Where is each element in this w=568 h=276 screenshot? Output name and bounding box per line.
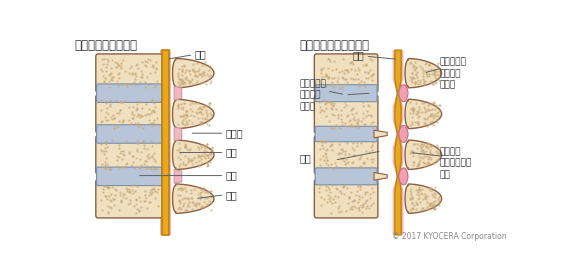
- Polygon shape: [173, 99, 214, 129]
- Polygon shape: [173, 140, 214, 169]
- Polygon shape: [405, 99, 441, 129]
- Text: 肥大して
分厚くなった
靭帯: 肥大して 分厚くなった 靭帯: [440, 147, 472, 179]
- FancyBboxPatch shape: [315, 168, 377, 185]
- FancyBboxPatch shape: [96, 54, 162, 92]
- Text: 脊髄: 脊髄: [195, 49, 207, 59]
- Polygon shape: [174, 169, 182, 183]
- Polygon shape: [392, 50, 403, 235]
- Text: 椎体: 椎体: [226, 171, 238, 181]
- Text: 脊柱管狭窄症の断面図: 脊柱管狭窄症の断面図: [300, 39, 370, 52]
- FancyBboxPatch shape: [96, 179, 162, 218]
- Polygon shape: [405, 184, 441, 213]
- FancyBboxPatch shape: [314, 136, 378, 174]
- FancyBboxPatch shape: [315, 85, 377, 102]
- FancyBboxPatch shape: [315, 126, 377, 142]
- Text: 骨棘: 骨棘: [300, 154, 311, 164]
- Text: © 2017 KYOCERA Corporation: © 2017 KYOCERA Corporation: [392, 232, 507, 241]
- Text: 軽度に変性
している
椎間板: 軽度に変性 している 椎間板: [300, 79, 327, 111]
- Polygon shape: [374, 130, 387, 138]
- Polygon shape: [174, 127, 182, 141]
- Text: 重度に変性
している
椎間板: 重度に変性 している 椎間板: [440, 58, 467, 90]
- Polygon shape: [174, 86, 182, 100]
- FancyBboxPatch shape: [96, 136, 162, 174]
- FancyBboxPatch shape: [97, 125, 162, 143]
- FancyBboxPatch shape: [97, 84, 162, 102]
- FancyBboxPatch shape: [314, 54, 378, 92]
- Polygon shape: [173, 184, 214, 213]
- Polygon shape: [173, 59, 214, 88]
- Polygon shape: [162, 50, 169, 235]
- FancyBboxPatch shape: [314, 95, 378, 133]
- FancyBboxPatch shape: [96, 95, 162, 133]
- Text: 椎弓: 椎弓: [226, 190, 238, 200]
- Polygon shape: [399, 168, 408, 185]
- Polygon shape: [374, 172, 387, 180]
- FancyBboxPatch shape: [314, 179, 378, 218]
- FancyBboxPatch shape: [97, 167, 162, 185]
- Text: 正常な脊椎の断面図: 正常な脊椎の断面図: [75, 39, 138, 52]
- Polygon shape: [405, 140, 441, 169]
- Polygon shape: [160, 50, 171, 235]
- Polygon shape: [395, 50, 401, 235]
- Text: 椎間板: 椎間板: [226, 128, 244, 138]
- Polygon shape: [399, 85, 408, 102]
- Polygon shape: [399, 126, 408, 142]
- Text: 脊髄: 脊髄: [352, 51, 364, 60]
- Text: 靭帯: 靭帯: [226, 147, 238, 158]
- Polygon shape: [405, 59, 441, 88]
